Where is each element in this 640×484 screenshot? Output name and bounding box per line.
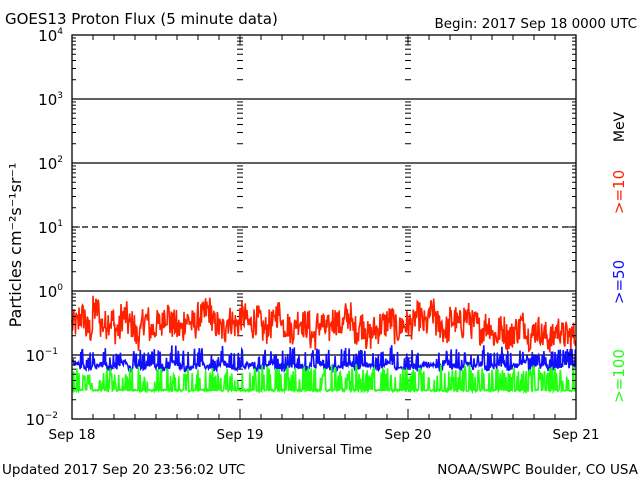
begin-label: Begin: 2017 Sep 18 0000 UTC [434, 16, 637, 32]
legend-100mev: >=100 [610, 349, 628, 403]
y-tick-label: 104 [38, 27, 63, 45]
y-tick-label: 10−1 [26, 347, 58, 365]
y-axis-label: Particles cm⁻²s⁻¹sr⁻¹ [6, 163, 25, 328]
series-line-ge50 [71, 345, 577, 374]
series-line-ge100 [71, 364, 577, 395]
y-tick-label: 103 [38, 91, 63, 109]
y-tick-label: 101 [38, 219, 63, 237]
x-tick-label: Sep 20 [385, 427, 432, 443]
unit-label: MeV [612, 111, 628, 142]
x-tick-label: Sep 19 [217, 427, 264, 443]
y-tick-label: 10−2 [26, 411, 58, 429]
updated-timestamp: Updated 2017 Sep 20 23:56:02 UTC [2, 462, 245, 478]
legend-50mev: >=50 [610, 260, 628, 304]
x-tick-label: Sep 21 [553, 427, 600, 443]
legend-10mev: >=10 [610, 170, 628, 214]
series-line-ge10 [71, 295, 577, 353]
y-tick-label: 102 [38, 155, 63, 173]
x-axis-label: Universal Time [276, 443, 373, 458]
chart-title: GOES13 Proton Flux (5 minute data) [5, 10, 278, 28]
credit: NOAA/SWPC Boulder, CO USA [437, 462, 639, 478]
y-tick-label: 100 [38, 283, 63, 301]
x-tick-label: Sep 18 [49, 427, 96, 443]
